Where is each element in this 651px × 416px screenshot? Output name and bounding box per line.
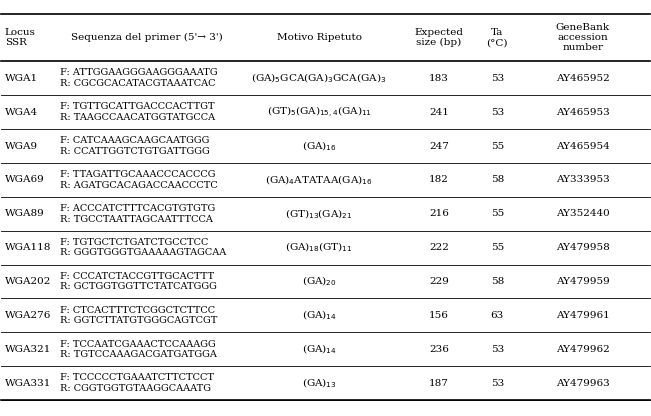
- Text: F: TGTGCTCTGATCTGCCTCC: F: TGTGCTCTGATCTGCCTCC: [60, 238, 208, 247]
- Text: R: CGCGCACATACGTAAATCAC: R: CGCGCACATACGTAAATCAC: [60, 79, 215, 88]
- Text: WGA276: WGA276: [5, 311, 51, 320]
- Text: (GT)$_{13}$(GA)$_{21}$: (GT)$_{13}$(GA)$_{21}$: [285, 207, 353, 220]
- Text: WGA89: WGA89: [5, 209, 44, 218]
- Text: AY479963: AY479963: [556, 379, 610, 388]
- Text: Expected
size (bp): Expected size (bp): [415, 28, 464, 47]
- Text: 187: 187: [429, 379, 449, 388]
- Text: AY479958: AY479958: [556, 243, 610, 252]
- Text: R: GGGTGGGTGAAAAAGTAGCAA: R: GGGTGGGTGAAAAAGTAGCAA: [60, 248, 226, 258]
- Text: 58: 58: [491, 176, 504, 184]
- Text: 229: 229: [429, 277, 449, 286]
- Text: WGA1: WGA1: [5, 74, 38, 83]
- Text: WGA321: WGA321: [5, 345, 51, 354]
- Text: AY479962: AY479962: [556, 345, 610, 354]
- Text: 53: 53: [491, 379, 504, 388]
- Text: 247: 247: [429, 141, 449, 151]
- Text: (GA)$_{18}$(GT)$_{11}$: (GA)$_{18}$(GT)$_{11}$: [285, 241, 353, 255]
- Text: AY465952: AY465952: [556, 74, 610, 83]
- Text: 55: 55: [491, 141, 504, 151]
- Text: (GA)$_{20}$: (GA)$_{20}$: [301, 275, 337, 288]
- Text: (GA)$_{14}$: (GA)$_{14}$: [301, 342, 337, 356]
- Text: Sequenza del primer (5'→ 3'): Sequenza del primer (5'→ 3'): [72, 33, 223, 42]
- Text: F: CCCATCTACCGTTGCACTTT: F: CCCATCTACCGTTGCACTTT: [60, 272, 214, 281]
- Text: 55: 55: [491, 243, 504, 252]
- Text: 53: 53: [491, 74, 504, 83]
- Text: WGA4: WGA4: [5, 108, 38, 116]
- Text: R: CGGTGGTGTAAGGCAAATG: R: CGGTGGTGTAAGGCAAATG: [60, 384, 211, 393]
- Text: 182: 182: [429, 176, 449, 184]
- Text: R: CCATTGGTCTGTGATTGGG: R: CCATTGGTCTGTGATTGGG: [60, 147, 210, 156]
- Text: R: TGCCTAATTAGCAATTTCCA: R: TGCCTAATTAGCAATTTCCA: [60, 215, 213, 223]
- Text: 58: 58: [491, 277, 504, 286]
- Text: (GA)$_4$ATATAA(GA)$_{16}$: (GA)$_4$ATATAA(GA)$_{16}$: [266, 173, 373, 187]
- Text: AY352440: AY352440: [556, 209, 610, 218]
- Text: F: TTAGATTGCAAACCCACCCG: F: TTAGATTGCAAACCCACCCG: [60, 170, 215, 179]
- Text: 53: 53: [491, 108, 504, 116]
- Text: 236: 236: [429, 345, 449, 354]
- Text: 53: 53: [491, 345, 504, 354]
- Text: Locus
SSR: Locus SSR: [5, 28, 36, 47]
- Text: R: GCTGGTGGTTCTATCATGGG: R: GCTGGTGGTTCTATCATGGG: [60, 282, 217, 291]
- Text: 216: 216: [429, 209, 449, 218]
- Text: 55: 55: [491, 209, 504, 218]
- Text: F: CATCAAAGCAAGCAATGGG: F: CATCAAAGCAAGCAATGGG: [60, 136, 209, 145]
- Text: F: TGTTGCATTGACCCACTTGT: F: TGTTGCATTGACCCACTTGT: [60, 102, 214, 111]
- Text: AY479961: AY479961: [556, 311, 610, 320]
- Text: (GA)$_{14}$: (GA)$_{14}$: [301, 309, 337, 322]
- Text: F: TCCAATCGAAACTCCAAAGG: F: TCCAATCGAAACTCCAAAGG: [60, 339, 215, 349]
- Text: 241: 241: [429, 108, 449, 116]
- Text: 63: 63: [491, 311, 504, 320]
- Text: WGA202: WGA202: [5, 277, 51, 286]
- Text: F: ATTGGAAGGGAAGGGAAATG: F: ATTGGAAGGGAAGGGAAATG: [60, 69, 217, 77]
- Text: R: TGTCCAAAGACGATGATGGA: R: TGTCCAAAGACGATGATGGA: [60, 350, 217, 359]
- Text: 222: 222: [429, 243, 449, 252]
- Text: Ta
(°C): Ta (°C): [486, 28, 508, 47]
- Text: 183: 183: [429, 74, 449, 83]
- Text: AY465954: AY465954: [556, 141, 610, 151]
- Text: GeneBank
accession
number: GeneBank accession number: [556, 22, 610, 52]
- Text: R: AGATGCACAGACCAACCCTC: R: AGATGCACAGACCAACCCTC: [60, 181, 217, 190]
- Text: R: TAAGCCAACATGGTATGCCA: R: TAAGCCAACATGGTATGCCA: [60, 113, 215, 122]
- Text: F: TCCCCCTGAAATCTTCTCCT: F: TCCCCCTGAAATCTTCTCCT: [60, 374, 214, 382]
- Text: WGA331: WGA331: [5, 379, 51, 388]
- Text: (GT)$_5$(GA)$_{15,4}$(GA)$_{11}$: (GT)$_5$(GA)$_{15,4}$(GA)$_{11}$: [267, 104, 372, 120]
- Text: WGA118: WGA118: [5, 243, 51, 252]
- Text: (GA)$_5$GCA(GA)$_3$GCA(GA)$_3$: (GA)$_5$GCA(GA)$_3$GCA(GA)$_3$: [251, 72, 387, 85]
- Text: AY333953: AY333953: [556, 176, 610, 184]
- Text: (GA)$_{13}$: (GA)$_{13}$: [301, 376, 337, 390]
- Text: AY479959: AY479959: [556, 277, 610, 286]
- Text: F: ACCCATCTTTCACGTGTGTG: F: ACCCATCTTTCACGTGTGTG: [60, 204, 215, 213]
- Text: WGA69: WGA69: [5, 176, 44, 184]
- Text: 156: 156: [429, 311, 449, 320]
- Text: F: CTCACTTTCTCGGCTCTTCC: F: CTCACTTTCTCGGCTCTTCC: [60, 306, 215, 314]
- Text: Motivo Ripetuto: Motivo Ripetuto: [277, 33, 361, 42]
- Text: AY465953: AY465953: [556, 108, 610, 116]
- Text: R: GGTCTTATGTGGGCAGTCGT: R: GGTCTTATGTGGGCAGTCGT: [60, 316, 217, 325]
- Text: (GA)$_{16}$: (GA)$_{16}$: [301, 139, 337, 153]
- Text: WGA9: WGA9: [5, 141, 38, 151]
